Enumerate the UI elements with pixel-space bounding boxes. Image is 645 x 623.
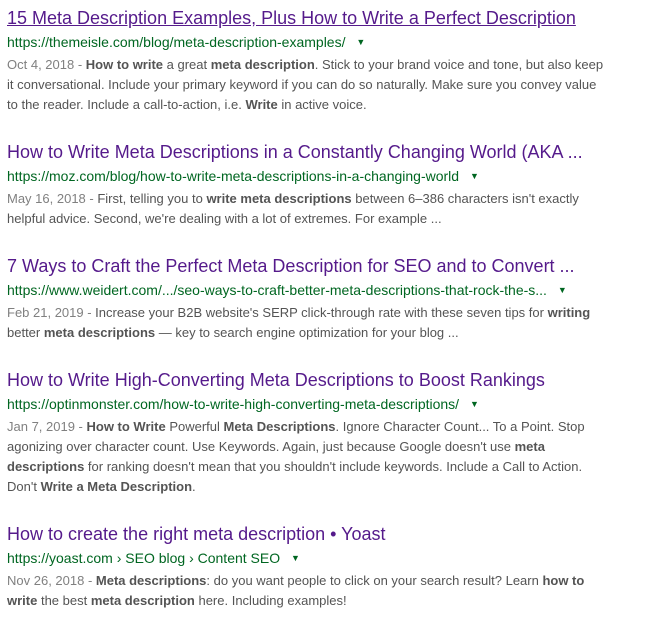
result-url-row: https://moz.com/blog/how-to-write-meta-d… [7, 167, 607, 186]
result-date: Oct 4, 2018 - [7, 57, 86, 72]
snippet-bold-segment: Write [245, 97, 278, 112]
result-title-row: 15 Meta Description Examples, Plus How t… [7, 7, 607, 30]
snippet-bold-segment: write meta descriptions [206, 191, 352, 206]
dropdown-arrow-icon[interactable]: ▼ [469, 399, 479, 409]
result-url-row: https://themeisle.com/blog/meta-descript… [7, 33, 607, 52]
snippet-bold-segment: How to write [85, 57, 164, 72]
result-date: Jan 7, 2019 - [7, 419, 87, 434]
search-result: How to Write Meta Descriptions in a Cons… [7, 141, 607, 229]
snippet-segment: for ranking doesn't mean that you should… [7, 459, 583, 494]
snippet-bold-segment: Meta descriptions [95, 573, 207, 588]
result-title-row: 7 Ways to Craft the Perfect Meta Descrip… [7, 255, 607, 278]
result-title-link[interactable]: How to Write High-Converting Meta Descri… [7, 370, 545, 390]
snippet-bold-segment: meta description [90, 593, 195, 608]
result-url: https://www.weidert.com/.../seo-ways-to-… [7, 282, 547, 298]
result-title-link[interactable]: 15 Meta Description Examples, Plus How t… [7, 8, 576, 28]
result-url: https://themeisle.com/blog/meta-descript… [7, 34, 346, 50]
dropdown-arrow-icon[interactable]: ▼ [469, 171, 479, 181]
result-date: Feb 21, 2019 - [7, 305, 96, 320]
result-url: https://moz.com/blog/how-to-write-meta-d… [7, 168, 460, 184]
result-snippet-text: Increase your B2B website's SERP click-t… [7, 305, 590, 340]
result-snippet-text: Meta descriptions: do you want people to… [7, 573, 584, 608]
result-snippet-text: First, telling you to write meta descrip… [7, 191, 579, 226]
snippet-segment: — key to search engine optimization for … [155, 325, 459, 340]
result-title-link[interactable]: 7 Ways to Craft the Perfect Meta Descrip… [7, 256, 575, 276]
snippet-bold-segment: How to Write [86, 419, 166, 434]
snippet-segment: between 6–386 characters isn't exactly h… [7, 191, 579, 226]
search-result: 7 Ways to Craft the Perfect Meta Descrip… [7, 255, 607, 343]
snippet-bold-segment: meta description [210, 57, 315, 72]
snippet-bold-segment: writing [547, 305, 591, 320]
snippet-bold-segment: how to write [7, 573, 585, 608]
result-snippet: May 16, 2018 - First, telling you to wri… [7, 189, 607, 229]
result-snippet: Oct 4, 2018 - How to write a great meta … [7, 55, 607, 115]
dropdown-arrow-icon[interactable]: ▼ [291, 553, 300, 563]
result-title-link[interactable]: How to create the right meta description… [7, 524, 386, 544]
snippet-segment: here. Including examples! [194, 593, 347, 608]
snippet-segment: in active voice. [277, 97, 367, 112]
search-result: How to Write High-Converting Meta Descri… [7, 369, 607, 497]
dropdown-arrow-icon[interactable]: ▼ [557, 285, 567, 295]
result-snippet-text: How to Write Powerful Meta Descriptions.… [7, 419, 585, 494]
snippet-bold-segment: meta descriptions [43, 325, 156, 340]
snippet-segment: Powerful [165, 419, 224, 434]
result-snippet: Feb 21, 2019 - Increase your B2B website… [7, 303, 607, 343]
result-title-row: How to Write Meta Descriptions in a Cons… [7, 141, 607, 164]
snippet-segment: a great [163, 57, 211, 72]
dropdown-arrow-icon[interactable]: ▼ [356, 37, 366, 47]
result-date: Nov 26, 2018 - [7, 573, 96, 588]
snippet-bold-segment: Write a Meta Description [40, 479, 193, 494]
snippet-segment: : do you want people to click on your se… [206, 573, 543, 588]
snippet-segment: Increase your B2B website's SERP click-t… [95, 305, 548, 320]
result-title-row: How to Write High-Converting Meta Descri… [7, 369, 607, 392]
result-snippet: Jan 7, 2019 - How to Write Powerful Meta… [7, 417, 607, 497]
snippet-segment: . [192, 479, 196, 494]
result-url: https://yoast.com › SEO blog › Content S… [7, 550, 281, 566]
result-url-row: https://www.weidert.com/.../seo-ways-to-… [7, 281, 607, 300]
search-result: How to create the right meta description… [7, 523, 607, 611]
result-url-row: https://yoast.com › SEO blog › Content S… [7, 549, 607, 568]
search-result: 15 Meta Description Examples, Plus How t… [7, 7, 607, 115]
snippet-segment: . Ignore Character Count... To a Point. … [7, 419, 585, 454]
snippet-segment: better [7, 325, 44, 340]
snippet-segment: First, telling you to [97, 191, 207, 206]
snippet-segment: . Stick to your brand voice and tone, bu… [7, 57, 604, 112]
result-snippet-text: How to write a great meta description. S… [7, 57, 603, 112]
snippet-bold-segment: Meta Descriptions [223, 419, 336, 434]
result-url-row: https://optinmonster.com/how-to-write-hi… [7, 395, 607, 414]
snippet-bold-segment: meta descriptions [7, 439, 545, 474]
result-title-row: How to create the right meta description… [7, 523, 607, 546]
result-url: https://optinmonster.com/how-to-write-hi… [7, 396, 460, 412]
result-title-link[interactable]: How to Write Meta Descriptions in a Cons… [7, 142, 583, 162]
result-snippet: Nov 26, 2018 - Meta descriptions: do you… [7, 571, 607, 611]
snippet-segment: the best [37, 593, 91, 608]
result-date: May 16, 2018 - [7, 191, 98, 206]
